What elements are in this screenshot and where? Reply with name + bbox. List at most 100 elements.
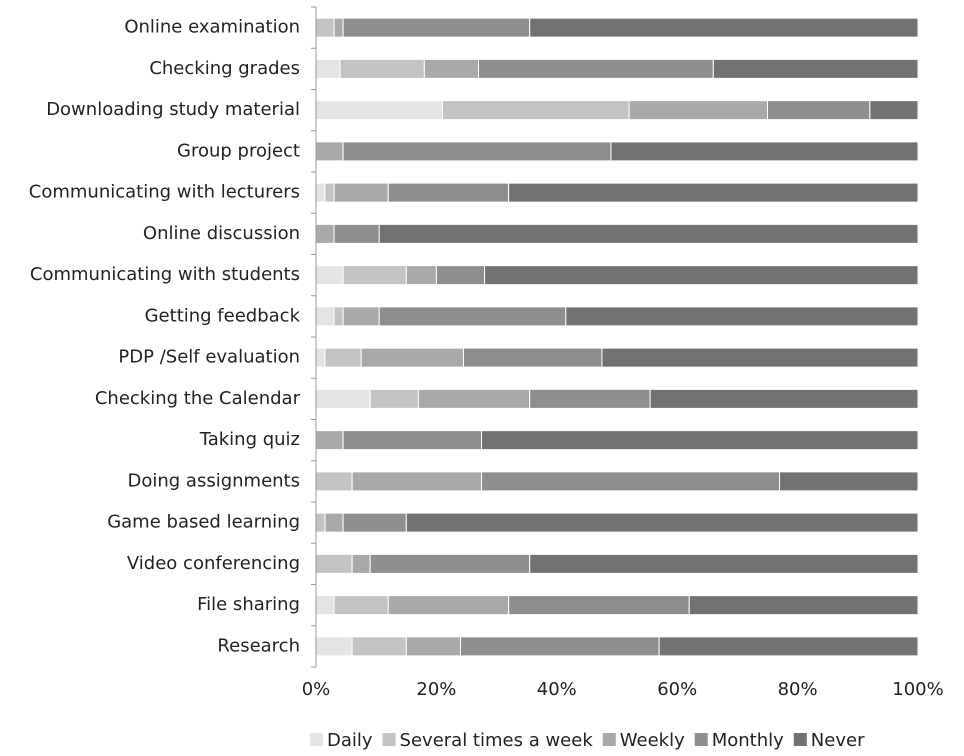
- bar-segment: [378, 306, 567, 327]
- bar-segment: [658, 636, 919, 657]
- bar-segment: [342, 141, 612, 162]
- bar-segment: [315, 223, 335, 244]
- y-tick-label: Getting feedback: [145, 305, 301, 326]
- bar-segment: [333, 595, 389, 616]
- y-tick-label: Video conferencing: [127, 553, 300, 574]
- bar-segment: [339, 58, 425, 79]
- bar-segment: [315, 306, 335, 327]
- legend-swatch: [694, 733, 708, 746]
- bar-segment: [315, 265, 344, 286]
- bar-segment: [462, 347, 603, 368]
- x-tick-label: 60%: [657, 679, 697, 700]
- bar-segment: [315, 100, 443, 121]
- bar-segment: [342, 430, 483, 451]
- bar-segment: [342, 265, 407, 286]
- bar-segment: [315, 58, 341, 79]
- y-tick-label: Communicating with students: [30, 264, 300, 285]
- bar-segment: [529, 388, 651, 409]
- y-tick-label: PDP /Self evaluation: [118, 347, 300, 368]
- bar-segment: [351, 553, 371, 574]
- bar-segment: [315, 347, 326, 368]
- bar-segment: [342, 306, 380, 327]
- bar-segment: [333, 17, 344, 38]
- bar-segment: [529, 553, 919, 574]
- bar-segment: [478, 58, 714, 79]
- y-tick-label: File sharing: [197, 594, 300, 615]
- bar-segment: [315, 182, 326, 203]
- bar-segment: [315, 595, 335, 616]
- x-tick-label: 20%: [416, 679, 456, 700]
- bar-segment: [387, 182, 510, 203]
- y-tick-label: Game based learning: [107, 512, 300, 533]
- y-tick-label: Research: [217, 635, 300, 656]
- bar-segment: [315, 141, 344, 162]
- x-tick-label: 80%: [778, 679, 818, 700]
- bar-segment: [405, 265, 437, 286]
- bar-segment: [565, 306, 919, 327]
- bar-segment: [369, 388, 419, 409]
- bar-segment: [417, 388, 531, 409]
- bar-segment: [333, 182, 389, 203]
- bar-segment: [441, 100, 630, 121]
- bar-segment: [324, 347, 362, 368]
- bar-segment: [351, 636, 407, 657]
- bar-segment: [610, 141, 919, 162]
- bar-segment: [628, 100, 768, 121]
- bar-segment: [767, 100, 871, 121]
- bar-segment: [423, 58, 480, 79]
- bar-segment: [601, 347, 919, 368]
- bar-segment: [333, 223, 380, 244]
- legend-label: Daily: [327, 730, 373, 751]
- bar-segment: [508, 595, 690, 616]
- y-tick-label: Downloading study material: [46, 99, 300, 120]
- y-tick-label: Checking grades: [149, 58, 300, 79]
- bar-segment: [405, 636, 461, 657]
- bar-segment: [351, 471, 483, 492]
- y-tick-label: Taking quiz: [199, 429, 300, 450]
- bar-segment: [315, 636, 353, 657]
- bar-segment: [360, 347, 464, 368]
- bar-segment: [324, 182, 335, 203]
- bar-segment: [712, 58, 919, 79]
- y-tick-label: Group project: [177, 140, 300, 161]
- y-tick-label: Online examination: [124, 17, 300, 38]
- bar-segment: [315, 388, 371, 409]
- bar-segment: [387, 595, 510, 616]
- bar-segment: [333, 306, 344, 327]
- y-tick-label: Doing assignments: [127, 470, 300, 491]
- legend-swatch: [793, 733, 807, 746]
- y-tick-label: Checking the Calendar: [95, 388, 301, 409]
- legend-label: Weekly: [620, 730, 685, 751]
- bar-segment: [649, 388, 919, 409]
- bar-segment: [369, 553, 531, 574]
- legend-label: Never: [811, 730, 865, 751]
- legend-label: Several times a week: [400, 730, 594, 751]
- bar-segment: [405, 512, 919, 533]
- bar-segment: [315, 553, 353, 574]
- bar-segment: [869, 100, 919, 121]
- bar-segment: [435, 265, 486, 286]
- bar-segment: [779, 471, 919, 492]
- bar-segment: [315, 512, 326, 533]
- bar-segment: [481, 471, 781, 492]
- bar-segment: [315, 17, 335, 38]
- x-tick-label: 0%: [302, 679, 331, 700]
- bar-segment: [378, 223, 919, 244]
- bar-segment: [459, 636, 660, 657]
- y-tick-label: Online discussion: [143, 223, 300, 244]
- bar-segment: [342, 17, 531, 38]
- legend-label: Monthly: [712, 730, 784, 751]
- bar-segment: [688, 595, 919, 616]
- bar-segment: [529, 17, 919, 38]
- x-tick-label: 40%: [537, 679, 577, 700]
- bar-segment: [484, 265, 919, 286]
- legend-swatch: [310, 733, 323, 746]
- legend-swatch: [382, 733, 396, 746]
- bar-segment: [315, 430, 344, 451]
- bar-segment: [481, 430, 919, 451]
- x-tick-label: 100%: [892, 679, 943, 700]
- bar-segment: [508, 182, 919, 203]
- y-tick-label: Communicating with lecturers: [29, 182, 300, 203]
- bar-segment: [315, 471, 353, 492]
